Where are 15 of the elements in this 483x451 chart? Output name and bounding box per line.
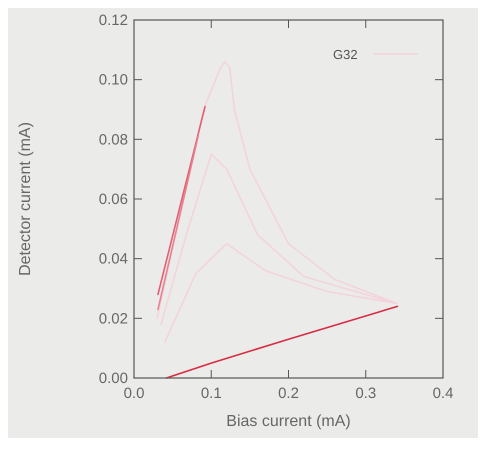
y-tick-label: 0.10 [98,72,128,89]
x-tick-label: 0.0 [124,385,144,402]
x-axis-title: Bias current (mA) [226,413,351,430]
legend-label: G32 [333,47,358,62]
y-axis-title: Detector current (mA) [17,122,34,276]
y-tick-label: 0.00 [98,370,128,387]
y-tick-label: 0.06 [98,191,128,208]
x-tick-label: 0.2 [278,385,299,402]
x-tick-label: 0.4 [432,385,454,402]
y-tick-label: 0.08 [98,131,128,148]
x-tick-label: 0.1 [200,385,222,402]
y-tick-label: 0.02 [98,310,128,328]
y-tick-label: 0.04 [98,250,128,268]
y-tick-label: 0.12 [98,12,128,29]
x-tick-label: 0.3 [355,385,376,402]
